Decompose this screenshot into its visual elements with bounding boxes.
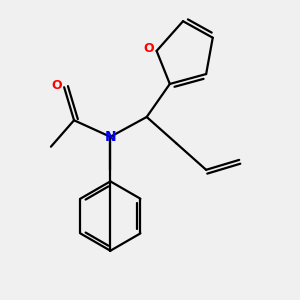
Text: O: O (52, 79, 62, 92)
Text: O: O (143, 42, 154, 55)
Text: N: N (105, 130, 116, 144)
